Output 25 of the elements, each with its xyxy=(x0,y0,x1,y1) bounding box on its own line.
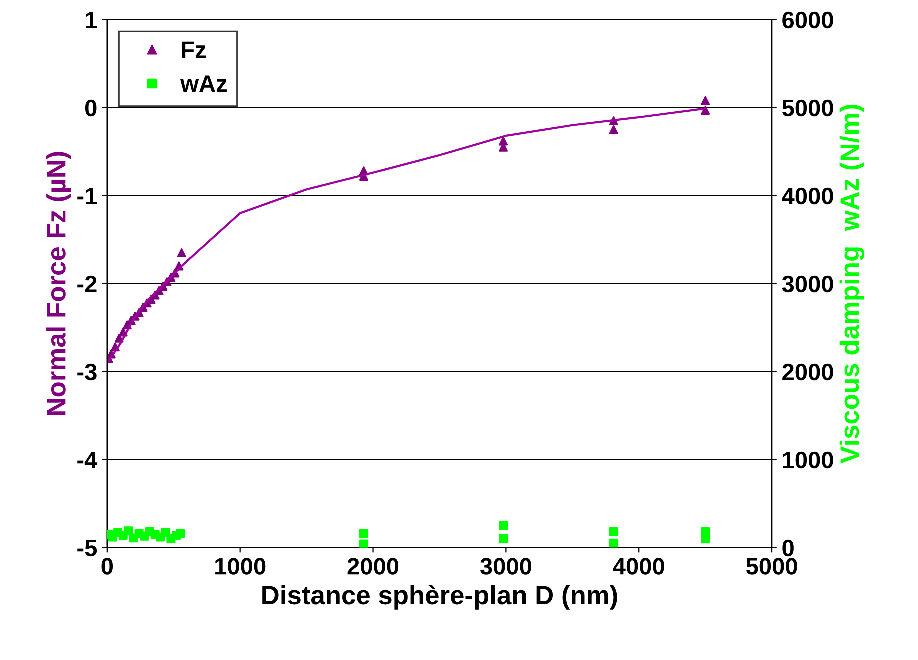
y2-tick-label: 3000 xyxy=(782,276,834,293)
x-tick-label: 4000 xyxy=(613,558,664,575)
y2-axis-title: Viscous damping wAz (N/m) xyxy=(840,104,865,464)
x-tick-label: 1000 xyxy=(216,558,266,575)
legend-label: wAz xyxy=(180,76,227,92)
y-tick-label: -3 xyxy=(78,364,97,381)
y2-tick-label: 0 xyxy=(782,540,794,557)
y-tick-label: -2 xyxy=(78,276,97,292)
y-tick-label: 1 xyxy=(86,12,98,28)
y2-tick-label: 1000 xyxy=(783,452,834,469)
x-axis-title: Distance sphère-plan D (nm) xyxy=(262,585,618,610)
legend-label: Fz xyxy=(182,42,206,58)
y2-tick-label: 5000 xyxy=(782,100,834,117)
y-axis-title: Normal Force Fz (µN) xyxy=(46,152,72,415)
y-tick-label: 0 xyxy=(85,100,97,117)
y2-tick-label: 4000 xyxy=(782,188,834,205)
y-tick-label: -4 xyxy=(78,452,98,468)
y-tick-label: -5 xyxy=(78,540,98,557)
x-tick-label: 2000 xyxy=(348,558,399,575)
y2-tick-label: 2000 xyxy=(782,364,834,381)
x-tick-label: 0 xyxy=(102,558,114,575)
x-tick-label: 3000 xyxy=(480,558,532,575)
y-tick-label: -1 xyxy=(78,188,98,204)
y2-tick-label: 6000 xyxy=(782,12,834,29)
x-tick-label: 5000 xyxy=(746,558,798,575)
